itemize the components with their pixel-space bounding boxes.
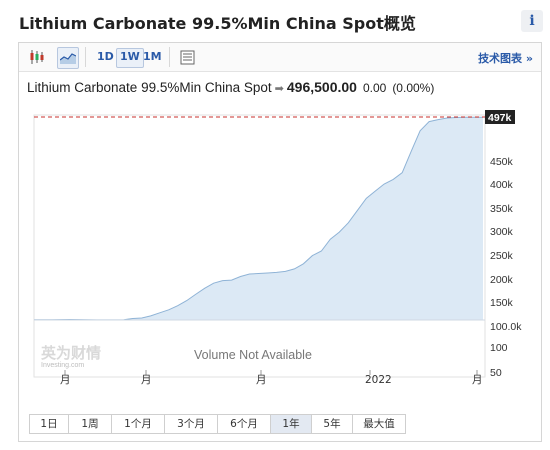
timeframe-1w[interactable]: 1W	[116, 48, 144, 68]
volume-not-available: Volume Not Available	[194, 348, 312, 362]
range-button-1m[interactable]: 1个月	[111, 414, 165, 434]
last-price-tag-label: 497k	[488, 112, 512, 124]
y-tick-label: 250k	[490, 250, 514, 262]
price-change: 0.00	[362, 81, 387, 95]
range-button-3m[interactable]: 3个月	[164, 414, 218, 434]
page-title: Lithium Carbonate 99.5%Min China Spot概览	[19, 14, 416, 33]
arrow-icon: ➡	[274, 83, 284, 95]
y-tick-label: 350k	[490, 203, 514, 215]
range-button-1y[interactable]: 1年	[270, 414, 312, 434]
price-area	[34, 117, 483, 320]
y-tick-label: 150k	[490, 297, 514, 309]
y-tick-label: 200k	[490, 274, 514, 286]
y-tick-label: 50	[490, 367, 502, 379]
toolbar-divider	[85, 47, 86, 67]
info-icon: i	[529, 13, 535, 29]
settings-panel-icon[interactable]	[177, 47, 197, 67]
range-button-5y[interactable]: 5年	[311, 414, 353, 434]
x-tick-label: 月	[60, 374, 71, 386]
y-tick-label: 100	[490, 342, 508, 354]
range-button-6m[interactable]: 6个月	[217, 414, 271, 434]
timeframe-1d[interactable]: 1D	[97, 50, 114, 63]
range-button-1w[interactable]: 1周	[68, 414, 112, 434]
technical-chart-link[interactable]: 技术图表 »	[478, 52, 533, 65]
chart-panel: 1D 1W 1M 技术图表 » Lithium Carbonate 99.5%M…	[18, 42, 542, 442]
y-tick-label: 400k	[490, 179, 514, 191]
y-tick-label: 450k	[490, 156, 514, 168]
timeframe-1m[interactable]: 1M	[143, 50, 162, 63]
chart-toolbar: 1D 1W 1M 技术图表 »	[19, 43, 541, 72]
last-price: 496,500.00	[286, 79, 357, 95]
toolbar-divider	[169, 47, 170, 67]
range-button-1d[interactable]: 1日	[29, 414, 69, 434]
candlestick-chart-icon[interactable]	[27, 47, 47, 67]
x-tick-label: 月	[472, 374, 483, 386]
watermark-logo: 英为财情	[41, 344, 101, 362]
last-price-tag	[485, 110, 515, 124]
y-tick-label: 300k	[490, 226, 514, 238]
watermark-sub: Investing.com	[41, 362, 84, 369]
x-tick-label: 2022	[365, 374, 392, 386]
price-change-percent: (0.00%)	[392, 81, 435, 95]
x-tick-label: 月	[256, 374, 267, 386]
x-tick-label: 月	[141, 374, 152, 386]
quote-line: Lithium Carbonate 99.5%Min China Spot ➡ 49…	[27, 79, 434, 95]
price-chart[interactable]: 450k 400k 350k 300k 250k 200k 150k 100.0k 100 50 4…	[19, 43, 541, 408]
y-tick-label: 100.0k	[490, 321, 522, 333]
range-selector: 1日 1周 1个月 3个月 6个月 1年 5年 最大值	[29, 414, 406, 434]
range-button-max[interactable]: 最大值	[352, 414, 406, 434]
instrument-name: Lithium Carbonate 99.5%Min China Spot	[27, 80, 272, 95]
area-chart-icon[interactable]	[57, 47, 79, 69]
info-button[interactable]: i	[521, 10, 543, 32]
